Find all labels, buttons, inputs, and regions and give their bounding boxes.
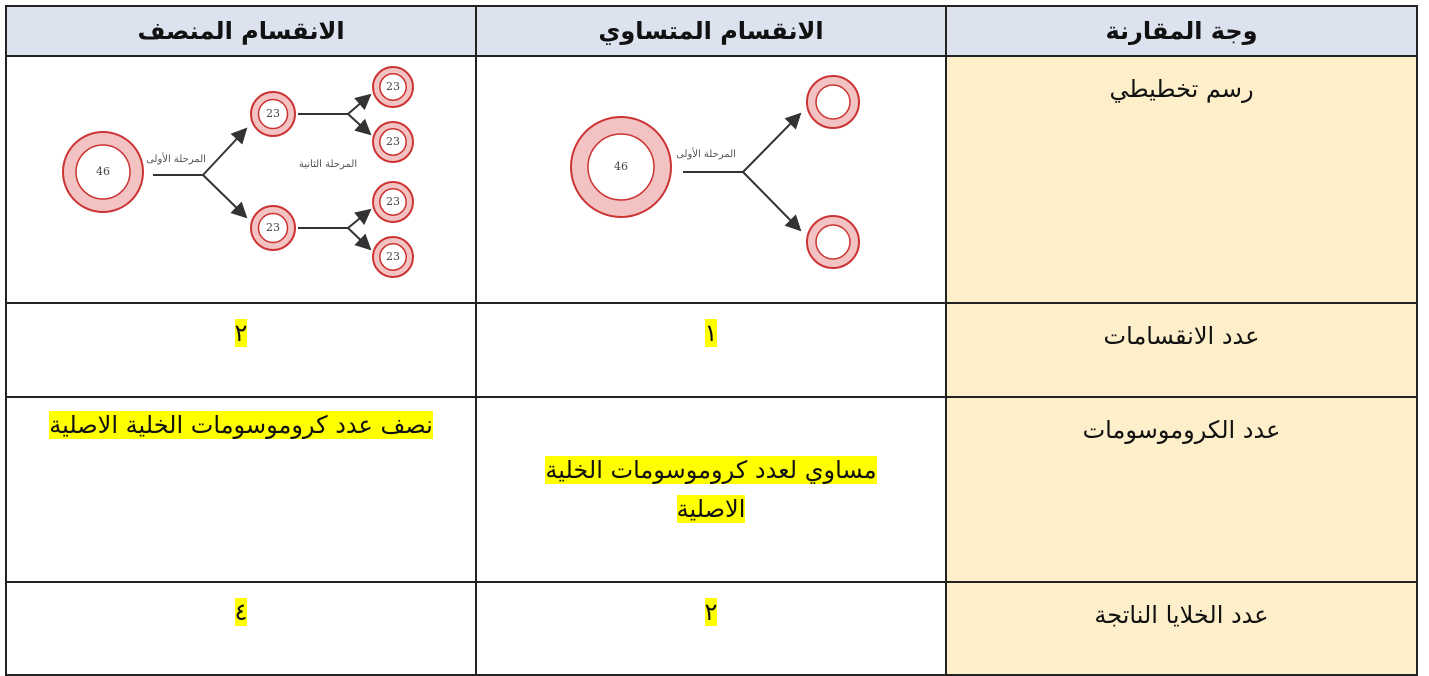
answer: نصف عدد كروموسومات الخلية الاصلية (49, 411, 433, 439)
cell-inner (257, 98, 289, 130)
cell-label: 23 (266, 221, 280, 234)
arrow (347, 208, 372, 229)
cell: ٢ (5, 302, 477, 398)
stage-label: المرحلة الأولى (676, 148, 736, 160)
mitosis-diagram: 46 المرحلة الأولى (570, 75, 860, 269)
header-cell: وجة المقارنة (945, 5, 1418, 57)
row-label: رسم تخطيطي (945, 55, 1418, 304)
cell: نصف عدد كروموسومات الخلية الاصلية (5, 396, 477, 583)
cell-label: 23 (386, 250, 400, 263)
answer: ٤ (234, 598, 248, 626)
cell-label: 46 (96, 165, 110, 178)
cell: ٢ (475, 581, 947, 676)
cell-inner (379, 243, 407, 271)
cell: مساوي لعدد كروموسومات الخلية الاصلية (475, 396, 947, 583)
header-cell: الانقسام المتساوي (475, 5, 947, 57)
cell-inner (379, 188, 407, 216)
comparison-table: وجة المقارنة الانقسام المتساوي الانقسام … (5, 5, 1418, 676)
cell-inner (257, 212, 289, 244)
cell-label: 23 (386, 195, 400, 208)
arrow (347, 93, 372, 115)
arrow (347, 113, 372, 136)
header-cell: الانقسام المنصف (5, 5, 477, 57)
answer: ١ (704, 319, 718, 347)
row-label: عدد الكروموسومات (945, 396, 1418, 583)
cell-label: 23 (386, 135, 400, 148)
cell-label: 23 (266, 107, 280, 120)
cell: ٤ (5, 581, 477, 676)
stage-label: المرحلة الثانية (299, 159, 357, 170)
cell-label: 23 (386, 80, 400, 93)
answer: ٢ (234, 319, 248, 347)
stage-label: المرحلة الأولى (146, 153, 206, 165)
cell-inner (379, 73, 407, 101)
answer: ٢ (704, 598, 718, 626)
cell: ١ (475, 302, 947, 398)
meiosis-diagram: 46 المرحلة الأولى المرحلة الثانية 23 23 23… (62, 66, 414, 278)
cell-label: 46 (614, 160, 628, 173)
row-label: عدد الانقسامات (945, 302, 1418, 398)
answer: مساوي لعدد كروموسومات الخلية الاصلية (545, 456, 877, 523)
diagram-cell: 46 المرحلة الأولى (475, 55, 947, 304)
cell-inner (379, 128, 407, 156)
arrow (347, 227, 372, 251)
diagram-cell: 46 المرحلة الأولى المرحلة الثانية 23 23 23… (5, 55, 477, 304)
row-label: عدد الخلايا الناتجة (945, 581, 1418, 676)
